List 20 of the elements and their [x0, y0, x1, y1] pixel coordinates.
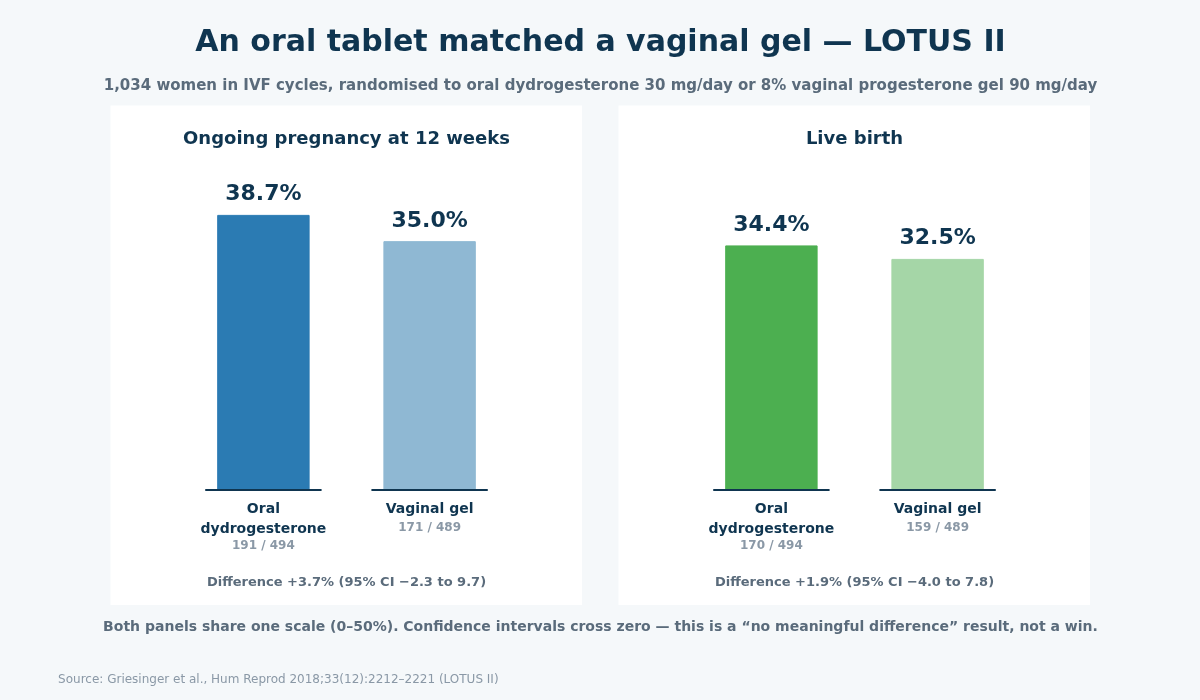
x-tick-label: Vaginal gel [893, 500, 982, 517]
text: Both panels share one scale (0–50%). Confidence intervals cross zero — this is a “no meaningful difference” result, not a win. [103, 618, 1098, 635]
text: 171 / 489 [398, 520, 462, 535]
text: Difference +3.7% (95% CI −2.3 to 9.7) [206, 574, 487, 589]
text: An oral tablet matched a vaginal gel — LOTUS II [195, 22, 1006, 58]
text: Difference +1.9% (95% CI −4.0 to 7.8) [714, 574, 995, 589]
data-label: 32.5% [899, 224, 976, 250]
text: 170 / 494 [739, 538, 803, 553]
text: 191 / 494 [231, 538, 295, 553]
x-tick-label: Oral dydrogesterone [708, 500, 835, 537]
data-label: 35.0% [391, 206, 468, 232]
source-note: Source: Griesinger et al., Hum Reprod 2018;33(12):2212–2221 (LOTUS II) [58, 671, 499, 686]
text: 159 / 489 [906, 520, 970, 535]
data-label: 38.7% [225, 180, 302, 206]
text: 1,034 women in IVF cycles, randomised to oral dydrogesterone 30 mg/day or 8% vaginal progesterone gel 90 mg/day [103, 75, 1098, 94]
x-tick-label: Oral dydrogesterone [200, 500, 327, 537]
data-label: 34.4% [733, 210, 810, 236]
chart-title: Live birth [805, 127, 904, 148]
chart-title: Ongoing pregnancy at 12 weeks [183, 127, 510, 148]
x-tick-label: Vaginal gel [385, 500, 474, 517]
